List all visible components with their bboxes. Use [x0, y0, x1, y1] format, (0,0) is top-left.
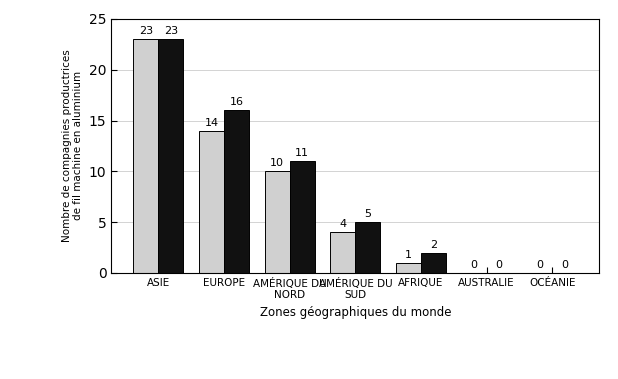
Text: 5: 5 [365, 209, 371, 219]
Bar [199, 131, 224, 273]
Bar [133, 39, 158, 273]
Text: 0: 0 [536, 260, 543, 270]
Bar [290, 161, 315, 273]
Y-axis label: Nombre de compagnies productrices
de fil machine en aluminium: Nombre de compagnies productrices de fil… [62, 50, 83, 242]
Text: 16: 16 [229, 97, 243, 107]
Text: 0: 0 [496, 260, 502, 270]
Bar [331, 232, 355, 273]
Text: 4: 4 [339, 219, 347, 229]
Text: 23: 23 [164, 26, 178, 36]
Bar [224, 110, 249, 273]
Bar [355, 222, 380, 273]
Text: 2: 2 [430, 240, 437, 249]
Text: 10: 10 [270, 158, 284, 168]
Text: 23: 23 [139, 26, 153, 36]
Text: 0: 0 [561, 260, 569, 270]
Text: 14: 14 [205, 117, 219, 128]
Bar [158, 39, 184, 273]
Bar [265, 171, 290, 273]
Text: 0: 0 [471, 260, 478, 270]
X-axis label: Zones géographiques du monde: Zones géographiques du monde [260, 306, 451, 319]
Text: 1: 1 [405, 250, 412, 260]
Text: 11: 11 [295, 148, 309, 158]
Bar [421, 252, 446, 273]
Bar [396, 263, 421, 273]
